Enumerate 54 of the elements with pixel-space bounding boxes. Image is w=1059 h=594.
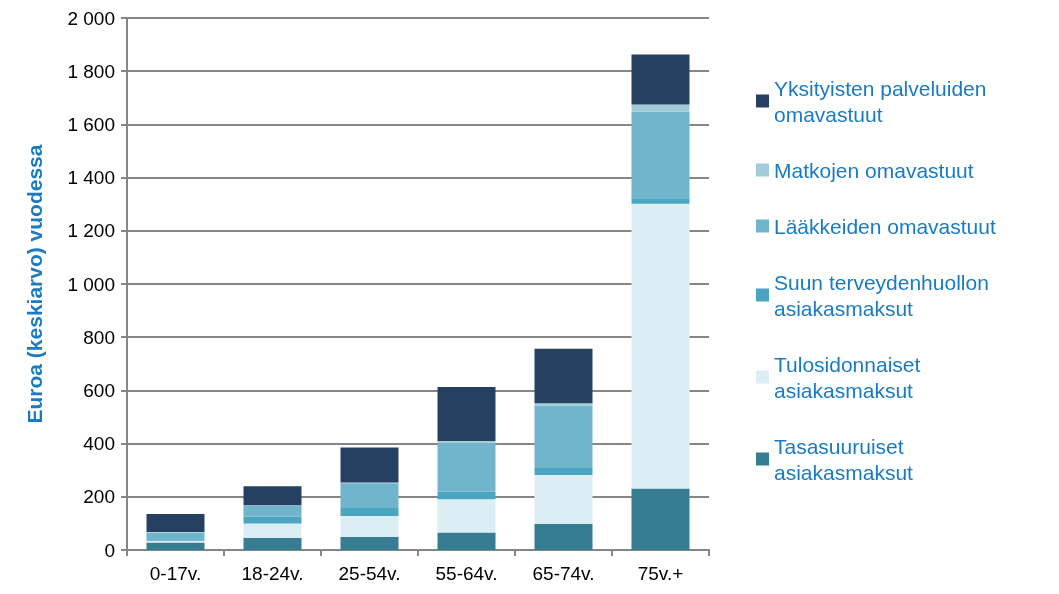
bar	[340, 515, 399, 537]
bar	[437, 491, 496, 500]
bar	[534, 523, 593, 550]
bar	[534, 468, 593, 475]
legend-label: Lääkkeiden omavastuut	[774, 214, 996, 238]
bar	[243, 506, 302, 517]
bar	[340, 483, 399, 508]
legend-label: Suun terveydenhuollon asiakasmaksut	[774, 270, 995, 320]
y-tick-label: 1 800	[67, 60, 115, 82]
y-tick-label: 1 400	[67, 167, 115, 189]
y-tick-label: 2 000	[67, 7, 115, 29]
bar	[146, 542, 205, 550]
x-tick-label: 18-24v.	[241, 563, 304, 584]
y-tick-label: 1 200	[67, 220, 115, 242]
y-tick-label: 200	[83, 486, 115, 508]
bar	[437, 499, 496, 533]
bar	[243, 538, 302, 550]
legend-label: Yksityisten palveluiden omavastuut	[774, 76, 993, 126]
bar	[437, 386, 496, 441]
legend-label: Tasasuuruiset asiakasmaksut	[774, 434, 914, 484]
x-tick-label: 25-54v.	[338, 563, 401, 584]
bar	[631, 203, 690, 489]
bar	[437, 532, 496, 550]
bar	[243, 486, 302, 506]
bar	[631, 104, 690, 112]
bar	[631, 54, 690, 105]
y-tick-label: 600	[83, 379, 115, 401]
bar	[146, 532, 205, 540]
bar	[243, 523, 302, 539]
bar	[631, 111, 690, 199]
x-tick-label: 55-64v.	[435, 563, 498, 584]
x-tick-label: 0-17v.	[149, 563, 202, 584]
x-tick-label: 65-74v.	[532, 563, 595, 584]
bar	[340, 507, 399, 516]
bar	[146, 514, 205, 532]
bar	[631, 198, 690, 204]
bar	[534, 474, 593, 524]
y-axis-title: Euroa (keskiarvo) vuodessa	[23, 144, 46, 424]
y-tick-label: 1 000	[67, 273, 115, 295]
y-tick-label: 0	[104, 539, 115, 561]
bar	[340, 536, 399, 550]
x-tick-label: 75v.+	[637, 563, 684, 584]
y-tick-label: 800	[83, 326, 115, 348]
y-tick-label: 1 600	[67, 113, 115, 135]
bar	[340, 447, 399, 483]
bar	[437, 443, 496, 492]
bar	[534, 348, 593, 404]
legend-label: Matkojen omavastuut	[774, 158, 974, 182]
legend-label: Tulosidonnaiset asiakasmaksut	[774, 352, 927, 402]
bar	[534, 405, 593, 469]
bar	[243, 516, 302, 524]
y-tick-label: 400	[83, 433, 115, 455]
bar	[631, 488, 690, 550]
bar	[534, 403, 593, 406]
